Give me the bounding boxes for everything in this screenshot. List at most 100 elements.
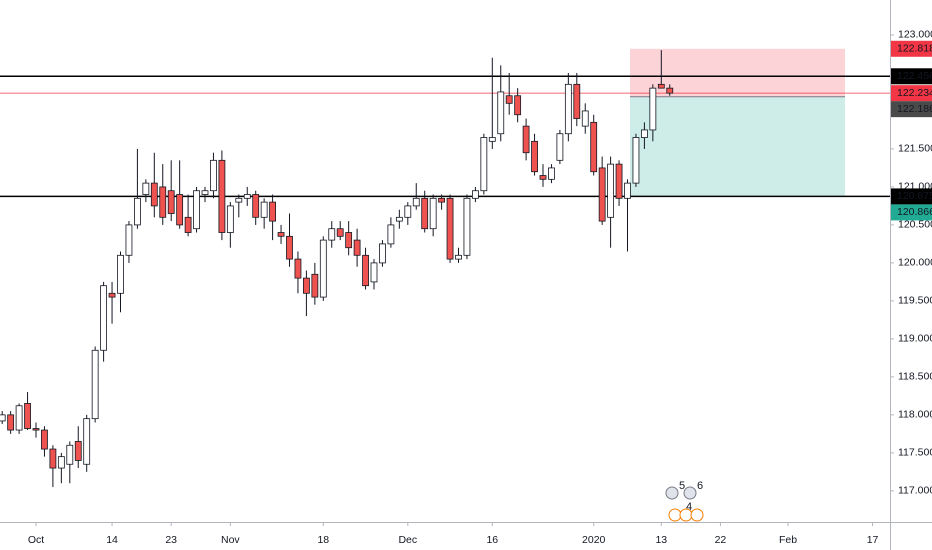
candle-body bbox=[573, 83, 581, 119]
candle-body bbox=[260, 201, 268, 218]
event-icon[interactable] bbox=[665, 486, 679, 500]
candle-body bbox=[412, 197, 420, 207]
candle-body bbox=[142, 182, 150, 195]
candle-body bbox=[395, 216, 403, 222]
candle-body bbox=[117, 254, 124, 294]
candle-body bbox=[49, 448, 57, 469]
candle-body bbox=[666, 87, 674, 94]
event-markers: 5 6 4 bbox=[665, 480, 704, 522]
candle-body bbox=[624, 182, 631, 199]
candle-body bbox=[641, 129, 648, 138]
event-icon[interactable] bbox=[668, 508, 682, 522]
candle-body bbox=[176, 194, 184, 226]
candle-body bbox=[480, 137, 488, 192]
candle-body bbox=[522, 125, 530, 154]
price-label-bg bbox=[891, 85, 932, 102]
x-tick-label: 17 bbox=[867, 534, 879, 546]
candle-body bbox=[328, 228, 336, 241]
candle-body bbox=[353, 239, 361, 256]
price-label: 122.456 bbox=[897, 70, 932, 82]
y-tick-label: 117.500 bbox=[898, 447, 932, 459]
x-tick-label: 14 bbox=[106, 534, 118, 546]
x-tick-label: 22 bbox=[715, 534, 727, 546]
candle-body bbox=[471, 190, 479, 199]
candle-body bbox=[133, 197, 141, 226]
candle-body bbox=[100, 285, 107, 351]
candle-body bbox=[446, 197, 454, 260]
candle-body bbox=[210, 159, 217, 192]
candle-body bbox=[15, 405, 23, 431]
y-tick-label: 119.500 bbox=[898, 295, 932, 307]
candle-body bbox=[590, 121, 598, 173]
event-count: 4 bbox=[686, 501, 692, 513]
target-zone bbox=[630, 96, 845, 198]
candle-body bbox=[370, 262, 378, 283]
candle-body bbox=[497, 91, 505, 135]
x-tick-label: 18 bbox=[317, 534, 329, 546]
candle-body bbox=[7, 414, 15, 431]
candle-body bbox=[159, 186, 167, 218]
candle-body bbox=[455, 254, 462, 260]
x-tick-label: Feb bbox=[779, 534, 797, 546]
candle-body bbox=[387, 224, 395, 245]
candle-body bbox=[531, 140, 538, 173]
candle-body bbox=[294, 258, 302, 279]
candle-body bbox=[404, 205, 412, 218]
candle-body bbox=[150, 182, 158, 207]
price-label: 122.234 bbox=[897, 87, 932, 99]
candle-body bbox=[421, 197, 429, 230]
candle-body bbox=[91, 349, 99, 420]
x-tick-label: 23 bbox=[165, 534, 177, 546]
y-tick-label: 120.500 bbox=[898, 219, 932, 231]
candle-body bbox=[581, 110, 589, 127]
x-tick-label: Dec bbox=[398, 534, 417, 546]
candle-body bbox=[362, 254, 369, 287]
price-label-bg bbox=[891, 101, 932, 118]
candle-body bbox=[632, 137, 640, 184]
candle-body bbox=[269, 201, 277, 222]
y-tick-label: 123.000 bbox=[898, 29, 932, 41]
x-tick-label: Nov bbox=[221, 534, 240, 546]
candle-body bbox=[286, 235, 293, 260]
y-tick-label: 118.000 bbox=[898, 409, 932, 421]
candle-body bbox=[218, 159, 226, 233]
candle-body bbox=[226, 205, 234, 233]
candle-body bbox=[598, 167, 606, 222]
y-tick-label: 119.000 bbox=[898, 333, 932, 345]
price-label: 122.186 bbox=[897, 103, 932, 115]
candle-body bbox=[74, 441, 82, 461]
event-icon[interactable] bbox=[679, 508, 693, 522]
candle-body bbox=[83, 418, 91, 465]
y-tick-label: 120.000 bbox=[898, 257, 932, 269]
candle-body bbox=[649, 87, 657, 131]
candle-body bbox=[41, 429, 48, 450]
candle-body bbox=[463, 197, 471, 256]
event-icon[interactable] bbox=[683, 486, 697, 500]
price-label-bg bbox=[891, 188, 932, 205]
candle-body bbox=[125, 224, 133, 256]
candle-body bbox=[505, 95, 513, 104]
price-label-bg bbox=[891, 40, 932, 57]
candle-body bbox=[438, 197, 446, 203]
candle-body bbox=[319, 239, 327, 298]
candle-body bbox=[167, 190, 175, 214]
event-count: 6 bbox=[697, 480, 703, 492]
candle-body bbox=[429, 197, 437, 230]
candle-body bbox=[184, 216, 192, 233]
candle-body bbox=[657, 83, 665, 89]
event-icon[interactable] bbox=[690, 508, 704, 522]
x-tick-label: 16 bbox=[486, 534, 498, 546]
candle-body bbox=[0, 414, 6, 422]
candle-body bbox=[379, 243, 386, 264]
price-label-bg bbox=[891, 204, 932, 221]
x-tick-label: 2020 bbox=[582, 534, 606, 546]
candle-body bbox=[277, 232, 285, 237]
candle-body bbox=[252, 194, 260, 218]
candle-body bbox=[514, 95, 522, 116]
price-label: 122.818 bbox=[897, 43, 932, 55]
y-tick-label: 117.000 bbox=[898, 485, 932, 497]
candle-body bbox=[193, 190, 200, 230]
candle-body bbox=[311, 273, 319, 298]
